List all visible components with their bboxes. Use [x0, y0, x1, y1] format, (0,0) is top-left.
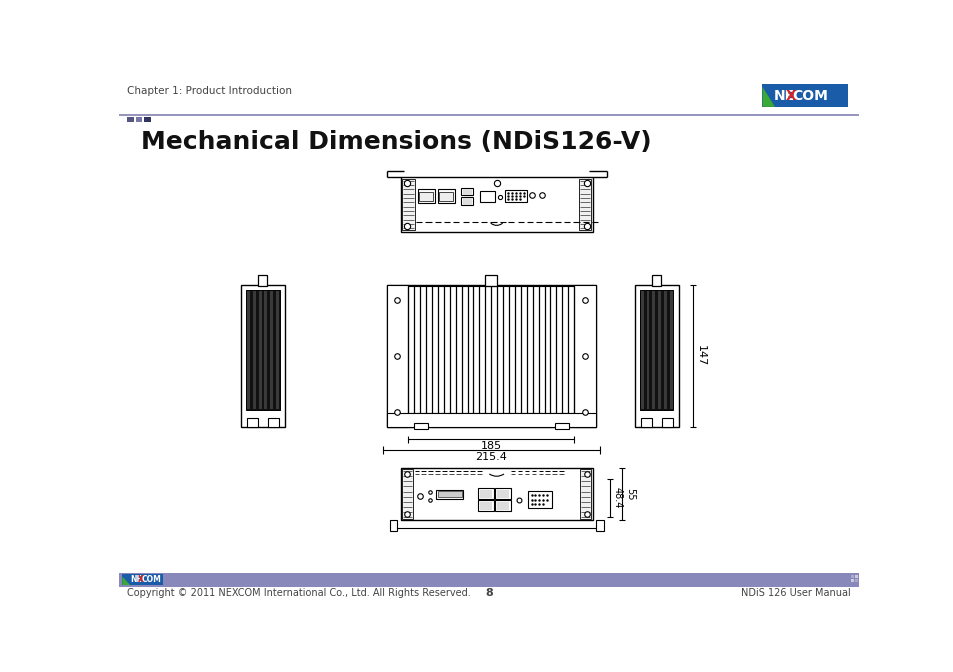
- Text: Mechanical Dimensions (NDiS126-V): Mechanical Dimensions (NDiS126-V): [141, 130, 651, 155]
- Bar: [640, 418, 651, 427]
- Bar: [386, 285, 408, 427]
- Text: 48.4: 48.4: [612, 487, 622, 509]
- Text: Chapter 1: Product Introduction: Chapter 1: Product Introduction: [127, 87, 292, 96]
- Bar: [579, 470, 591, 519]
- Polygon shape: [122, 577, 130, 585]
- Bar: [246, 290, 279, 410]
- Bar: [574, 285, 596, 427]
- Bar: [505, 190, 526, 202]
- Bar: [479, 191, 495, 202]
- Bar: [460, 187, 473, 196]
- Bar: [436, 489, 463, 499]
- Bar: [658, 291, 660, 409]
- Bar: [414, 423, 427, 429]
- Bar: [652, 291, 655, 409]
- Bar: [437, 190, 455, 203]
- Bar: [850, 579, 853, 582]
- Text: 147: 147: [695, 345, 705, 366]
- Bar: [264, 291, 267, 409]
- Bar: [268, 418, 278, 427]
- Bar: [596, 520, 603, 531]
- Text: NDiS 126 User Manual: NDiS 126 User Manual: [740, 588, 850, 597]
- Text: COM: COM: [791, 89, 827, 103]
- Text: X: X: [785, 89, 796, 103]
- Text: NE: NE: [773, 89, 794, 103]
- Bar: [258, 291, 261, 409]
- Bar: [761, 84, 847, 107]
- Bar: [854, 579, 857, 582]
- Bar: [661, 418, 672, 427]
- Text: 55: 55: [624, 488, 635, 501]
- Bar: [495, 488, 510, 499]
- Bar: [850, 575, 853, 578]
- Text: NE: NE: [130, 575, 142, 584]
- Bar: [479, 502, 492, 510]
- Bar: [417, 190, 435, 203]
- Bar: [390, 520, 397, 531]
- Bar: [477, 500, 493, 511]
- Bar: [402, 470, 413, 519]
- Bar: [253, 291, 255, 409]
- Bar: [495, 500, 510, 511]
- Bar: [462, 190, 472, 196]
- Bar: [634, 285, 679, 427]
- Bar: [669, 291, 672, 409]
- Bar: [437, 491, 461, 497]
- Text: 8: 8: [484, 588, 493, 597]
- Bar: [477, 488, 493, 499]
- Bar: [646, 291, 649, 409]
- Polygon shape: [761, 87, 774, 107]
- Bar: [247, 418, 257, 427]
- Bar: [386, 413, 596, 427]
- Bar: [418, 192, 433, 201]
- Bar: [402, 179, 415, 230]
- Bar: [651, 276, 660, 286]
- Bar: [400, 177, 592, 233]
- Bar: [135, 117, 142, 122]
- Bar: [257, 276, 267, 286]
- Bar: [528, 491, 551, 508]
- Bar: [122, 574, 162, 585]
- Bar: [241, 285, 285, 427]
- Text: X: X: [137, 575, 144, 584]
- Bar: [497, 502, 509, 510]
- Bar: [400, 468, 592, 520]
- Text: 215.4: 215.4: [475, 452, 507, 462]
- Bar: [119, 573, 858, 587]
- Bar: [247, 291, 250, 409]
- Bar: [484, 276, 497, 286]
- Bar: [497, 489, 509, 498]
- Bar: [460, 197, 473, 204]
- Bar: [578, 179, 591, 230]
- Bar: [386, 285, 596, 427]
- Bar: [270, 291, 273, 409]
- Bar: [439, 192, 453, 201]
- Bar: [640, 291, 643, 409]
- Bar: [639, 290, 673, 410]
- Bar: [854, 575, 857, 578]
- Bar: [275, 291, 278, 409]
- Bar: [479, 489, 492, 498]
- Text: COM: COM: [142, 575, 161, 584]
- Text: Copyright © 2011 NEXCOM International Co., Ltd. All Rights Reserved.: Copyright © 2011 NEXCOM International Co…: [127, 588, 470, 597]
- Text: 185: 185: [480, 441, 501, 451]
- Bar: [144, 117, 151, 122]
- Bar: [462, 198, 472, 204]
- Bar: [663, 291, 666, 409]
- Bar: [127, 117, 133, 122]
- Bar: [555, 423, 568, 429]
